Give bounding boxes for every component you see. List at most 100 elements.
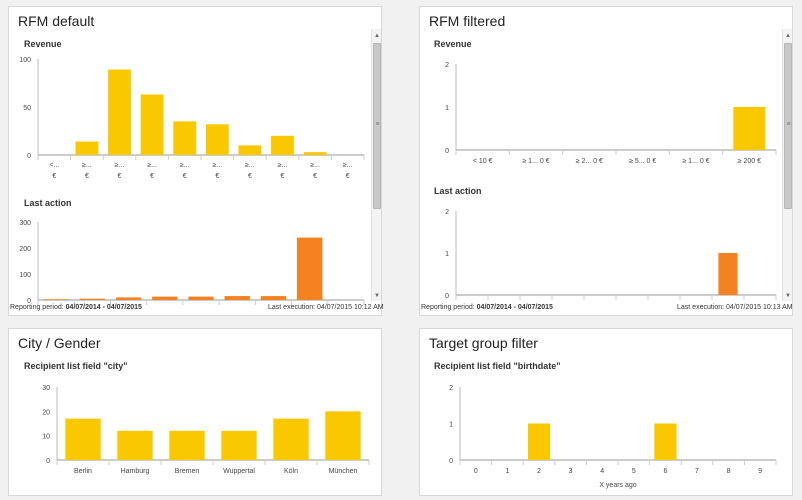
y-tick-label: 1: [445, 105, 449, 112]
y-tick-label: 0: [27, 153, 31, 160]
bar: [65, 418, 101, 460]
panel-rfm-default: RFM default Revenue 0 50 100 <... € ≥... € ≥...…: [8, 6, 382, 316]
x-tick-label: < 10 €: [473, 158, 493, 165]
scroll-up-arrow[interactable]: ▲: [374, 33, 380, 39]
y-tick-label: 10: [42, 434, 50, 441]
x-tick-label: €: [346, 173, 350, 180]
x-tick-label: €: [183, 173, 187, 180]
scroll-grip-icon: ≡: [375, 121, 380, 128]
bar: [325, 411, 361, 460]
y-tick-label: 2: [445, 209, 449, 216]
bar: [115, 297, 142, 300]
y-tick-label: 100: [19, 57, 31, 64]
y-tick-label: 200: [19, 246, 31, 253]
x-tick-label: Hamburg: [121, 468, 150, 475]
chart-title-birthdate: Recipient list field "birthdate": [434, 361, 561, 371]
y-tick-label: 300: [19, 220, 31, 227]
scroll-thumb[interactable]: ≡: [373, 43, 381, 209]
x-tick-label: 8: [727, 468, 731, 475]
bar: [273, 418, 309, 460]
panel-title: City / Gender: [18, 335, 101, 351]
x-tick-label: Wuppertal: [223, 468, 255, 475]
bar: [654, 423, 677, 460]
x-tick-label: München: [329, 468, 358, 475]
x-tick-label: €: [150, 173, 154, 180]
chart-rfm-default-last-action: 0 100 200 300: [19, 220, 365, 305]
bar: [205, 124, 229, 155]
chart-rfm-default-revenue: 0 50 100 <... € ≥... € ≥... € ≥... € ≥... € ≥... € ≥...…: [19, 57, 365, 180]
chart-title-revenue: Revenue: [434, 39, 472, 49]
x-tick-label: ≥...: [82, 162, 92, 169]
scroll-up-arrow[interactable]: ▲: [785, 33, 791, 39]
y-tick-label: 0: [445, 148, 449, 155]
x-tick-label: ≥...: [115, 162, 125, 169]
panel-rfm-filtered: RFM filtered Revenue 0 1 2 < 10 € ≥ 1... 0 €…: [419, 6, 793, 316]
chart-rfm-filtered-revenue: 0 1 2 < 10 € ≥ 1... 0 € ≥ 2... 0 € ≥ 5... 0 € ≥…: [445, 62, 777, 165]
x-tick-label: 1: [505, 468, 509, 475]
panel-title: Target group filter: [429, 335, 538, 351]
bar: [296, 237, 323, 300]
panel-title: RFM filtered: [429, 13, 506, 29]
bar: [221, 430, 257, 460]
y-tick-label: 2: [449, 385, 453, 392]
x-tick-label: €: [215, 173, 219, 180]
x-tick-label: ≥...: [180, 162, 190, 169]
period-value: 04/07/2014 - 04/07/2015: [476, 304, 553, 311]
x-tick-label: 5: [632, 468, 636, 475]
x-axis-label: X years ago: [599, 482, 636, 489]
scroll-down-arrow[interactable]: ▼: [374, 293, 380, 299]
bar: [169, 430, 205, 460]
scroll-grip-icon: ≡: [786, 121, 791, 128]
chart-rfm-filtered-last-action: 0 1 2: [445, 209, 777, 300]
bar: [79, 298, 106, 300]
scroll-thumb[interactable]: ≡: [784, 43, 792, 209]
x-tick-label: <...: [49, 162, 59, 169]
bar: [260, 296, 287, 300]
x-tick-label: ≥ 1... 0 €: [522, 158, 549, 165]
period-value: 04/07/2014 - 04/07/2015: [65, 304, 142, 311]
x-tick-label: 0: [474, 468, 478, 475]
footer-prefix: Reporting period:: [421, 304, 477, 311]
chart-city: 0 10 20 30 Berlin Hamburg Bremen Wuppertal Köln M…: [42, 385, 370, 475]
bar: [527, 423, 551, 460]
scrollbar[interactable]: ▲ ≡ ▼: [371, 29, 381, 301]
x-tick-label: €: [313, 173, 317, 180]
x-tick-label: €: [118, 173, 122, 180]
panel-city-gender: City / Gender Recipient list field "city…: [8, 328, 382, 496]
bar: [303, 152, 327, 155]
x-tick-label: €: [85, 173, 89, 180]
x-tick-label: 6: [663, 468, 667, 475]
bar: [224, 296, 250, 300]
footer-last-execution: Last execution: 04/07/2015 10:12 AM: [268, 304, 384, 311]
bar: [173, 121, 197, 155]
chart-title-last-action: Last action: [434, 186, 482, 196]
chart-title-city: Recipient list field "city": [24, 361, 128, 371]
bar: [75, 141, 99, 155]
x-tick-label: ≥...: [147, 162, 157, 169]
y-tick-label: 0: [449, 458, 453, 465]
x-tick-label: ≥ 5... 0 €: [629, 158, 656, 165]
x-tick-label: €: [248, 173, 252, 180]
scrollbar[interactable]: ▲ ≡ ▼: [782, 29, 792, 301]
bar: [43, 299, 69, 300]
chart-title-last-action: Last action: [24, 198, 72, 208]
x-tick-label: Berlin: [74, 468, 92, 475]
bar: [238, 145, 262, 155]
y-tick-label: 1: [449, 422, 453, 429]
bar: [733, 107, 766, 150]
y-tick-label: 50: [23, 105, 31, 112]
x-tick-label: €: [52, 173, 56, 180]
x-tick-label: ≥ 2... 0 €: [576, 158, 603, 165]
x-tick-label: ≥...: [310, 162, 320, 169]
x-tick-label: ≥...: [343, 162, 353, 169]
y-tick-label: 2: [445, 62, 449, 69]
footer-reporting-period: Reporting period: 04/07/2014 - 04/07/201…: [421, 304, 553, 311]
bar: [108, 69, 131, 155]
bar: [188, 296, 214, 300]
y-tick-label: 0: [46, 458, 50, 465]
footer-reporting-period: Reporting period: 04/07/2014 - 04/07/201…: [10, 304, 142, 311]
x-tick-label: ≥...: [245, 162, 255, 169]
scroll-down-arrow[interactable]: ▼: [785, 293, 791, 299]
footer-prefix: Reporting period:: [10, 304, 66, 311]
y-tick-label: 0: [27, 298, 31, 305]
